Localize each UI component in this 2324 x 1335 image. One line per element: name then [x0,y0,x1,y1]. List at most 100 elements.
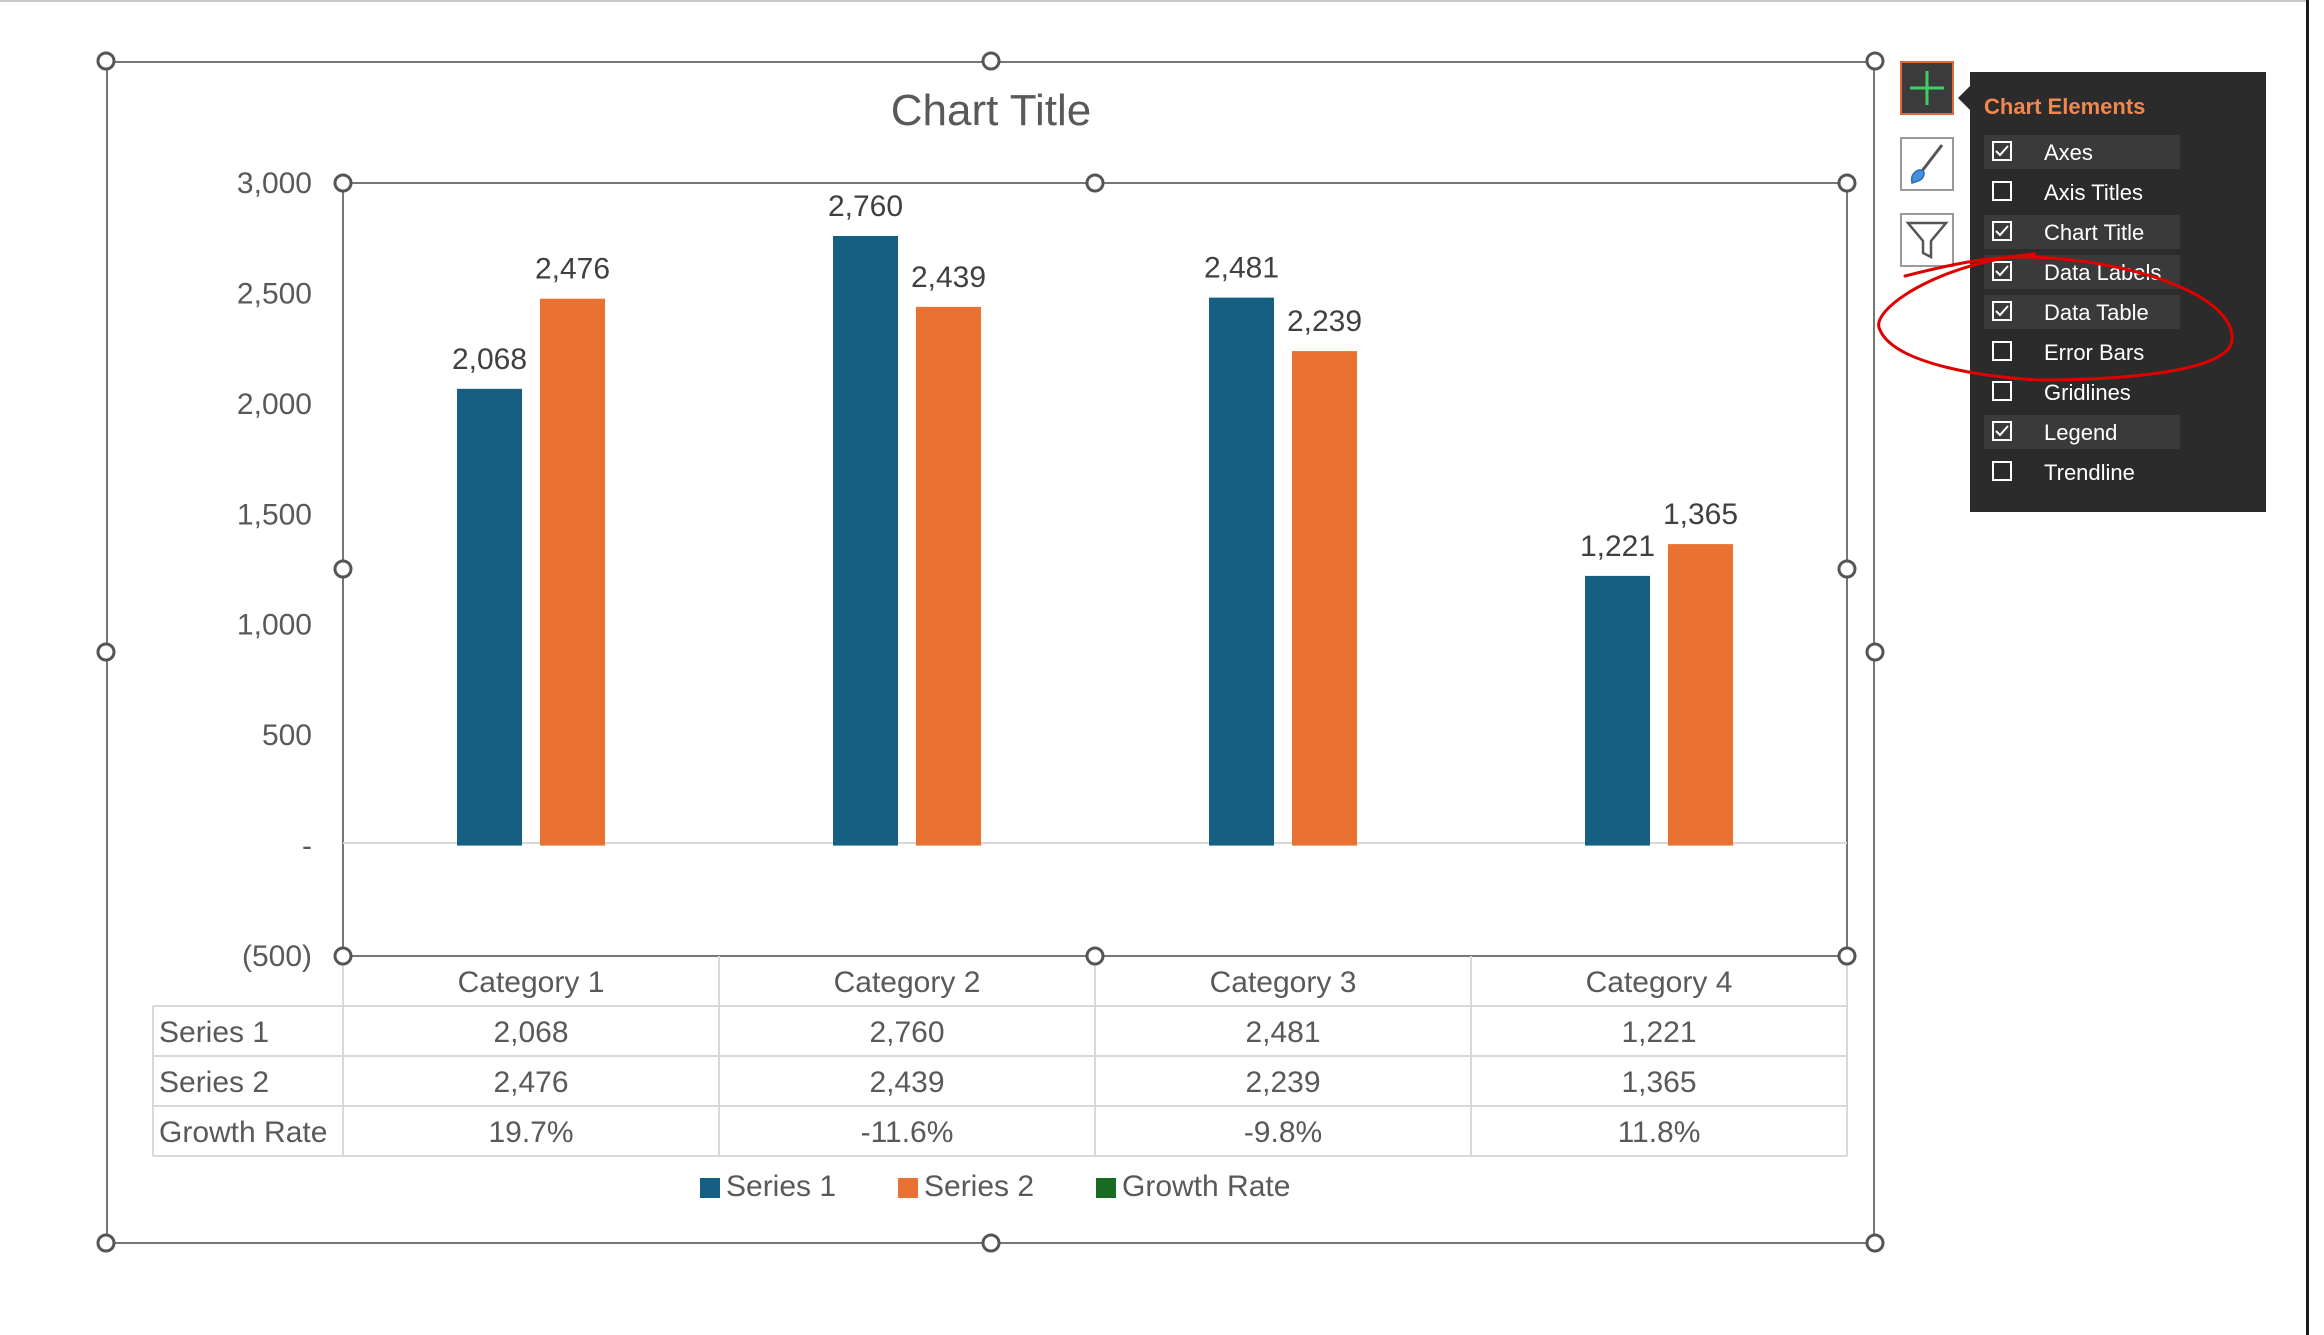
canvas-top-edge [0,0,2308,2]
flyout-pointer [1958,86,1970,110]
data-label[interactable]: 1,365 [1663,498,1738,531]
checkmark-icon [1995,225,2009,237]
data-label[interactable]: 2,439 [911,261,986,294]
plus-icon [1910,71,1944,105]
table-cell: 2,439 [869,1066,944,1099]
table-cell: 1,365 [1621,1066,1696,1099]
legend[interactable]: Series 1 Series 2 Growth Rate [700,1170,1290,1203]
chart-elements-title: Chart Elements [1984,94,2146,119]
y-tick-label: 2,500 [237,277,312,310]
chart-element-label: Error Bars [2044,340,2145,365]
plot-area-resize-handle[interactable] [333,946,353,966]
checkbox[interactable] [1992,381,2012,401]
chart-resize-handle[interactable] [96,1233,116,1253]
chart-element-label: Data Table [2044,300,2149,325]
chart-resize-handle[interactable] [1865,642,1885,662]
table-cell: 2,760 [869,1016,944,1049]
checkmark-icon [1995,145,2009,157]
chart-element-data-labels[interactable]: Data Labels [1984,255,2180,289]
table-header-cell: Category 4 [1586,966,1733,999]
y-axis[interactable]: 3,000 2,500 2,000 1,500 1,000 500 - (500) [237,167,312,973]
chart-element-label: Gridlines [2044,380,2131,405]
checkbox[interactable] [1992,301,2012,321]
data-label[interactable]: 1,221 [1580,530,1655,563]
checkbox[interactable] [1992,181,2012,201]
checkbox[interactable] [1992,341,2012,361]
data-label[interactable]: 2,239 [1287,305,1362,338]
bar-series-1[interactable] [1209,297,1274,846]
legend-swatch [1096,1178,1116,1198]
selection-handles[interactable] [96,51,1885,1253]
bars-group[interactable] [457,236,1733,846]
checkbox[interactable] [1992,141,2012,161]
table-cell: -11.6% [861,1116,954,1149]
checkbox[interactable] [1992,461,2012,481]
chart-elements-button[interactable] [1900,61,1954,115]
chart-title[interactable]: Chart Title [891,86,1092,135]
chart-filters-button[interactable] [1900,213,1954,267]
chart-resize-handle[interactable] [1865,1233,1885,1253]
y-tick-label: 1,000 [237,609,312,642]
table-cell: 19.7% [488,1116,573,1149]
y-tick-label: 2,000 [237,388,312,421]
chart-element-label: Axes [2044,140,2093,165]
data-label[interactable]: 2,760 [828,190,903,223]
chart-element-trendline[interactable]: Trendline [1984,455,2180,489]
y-tick-label: 1,500 [237,498,312,531]
bar-series-2[interactable] [916,306,981,846]
chart-resize-handle[interactable] [1865,51,1885,71]
table-row-label: Series 1 [159,1016,269,1049]
plot-area-resize-handle[interactable] [333,559,353,579]
chart-element-gridlines[interactable]: Gridlines [1984,375,2180,409]
chart-resize-handle[interactable] [981,1233,1001,1253]
bar-series-2[interactable] [540,298,605,846]
checkbox[interactable] [1992,261,2012,281]
bar-series-2[interactable] [1292,351,1357,846]
table-cell: 2,476 [493,1066,568,1099]
chart-element-label: Data Labels [2044,260,2162,285]
chart-element-axes[interactable]: Axes [1984,135,2180,169]
table-cell: 11.8% [1618,1116,1701,1149]
chart-element-label: Legend [2044,420,2118,445]
bar-series-2[interactable] [1668,544,1733,846]
plot-area-resize-handle[interactable] [1085,946,1105,966]
data-label[interactable]: 2,481 [1204,252,1279,285]
chart-resize-handle[interactable] [96,642,116,662]
chart-elements-panel: Chart Elements Axes Axis Titles Chart Titl… [1970,72,2266,512]
plot-area-resize-handle[interactable] [1085,173,1105,193]
table-row-label: Series 2 [159,1066,269,1099]
plot-area-resize-handle[interactable] [333,173,353,193]
plot-area-resize-handle[interactable] [1837,173,1857,193]
table-cell: 2,239 [1245,1066,1320,1099]
paintbrush-icon [1910,144,1944,184]
legend-label[interactable]: Series 1 [726,1170,836,1203]
y-tick-label: - [302,830,312,863]
plot-area-resize-handle[interactable] [1837,946,1857,966]
chart-element-legend[interactable]: Legend [1984,415,2180,449]
chart-element-chart-title[interactable]: Chart Title [1984,215,2180,249]
chart-element-data-table[interactable]: Data Table [1984,295,2180,329]
table-cell: 2,068 [493,1016,568,1049]
data-label[interactable]: 2,476 [535,253,610,286]
checkbox[interactable] [1992,221,2012,241]
checkmark-icon [1995,425,2009,437]
canvas-right-edge [2306,0,2309,1335]
plot-area-resize-handle[interactable] [1837,559,1857,579]
legend-label[interactable]: Series 2 [924,1170,1034,1203]
data-label[interactable]: 2,068 [452,343,527,376]
chart-resize-handle[interactable] [96,51,116,71]
legend-label[interactable]: Growth Rate [1122,1170,1290,1203]
bar-series-1[interactable] [833,236,898,846]
chart-resize-handle[interactable] [981,51,1001,71]
chart-element-error-bars[interactable]: Error Bars [1984,335,2180,369]
bar-series-1[interactable] [457,388,522,846]
chart-element-axis-titles[interactable]: Axis Titles [1984,175,2180,209]
table-header-cell: Category 3 [1210,966,1357,999]
bar-series-1[interactable] [1585,575,1650,846]
chart-styles-button[interactable] [1900,137,1954,191]
table-header-cell: Category 2 [834,966,981,999]
checkbox[interactable] [1992,421,2012,441]
data-table[interactable]: Category 1 Category 2 Category 3 Category 4… [152,956,1848,1157]
